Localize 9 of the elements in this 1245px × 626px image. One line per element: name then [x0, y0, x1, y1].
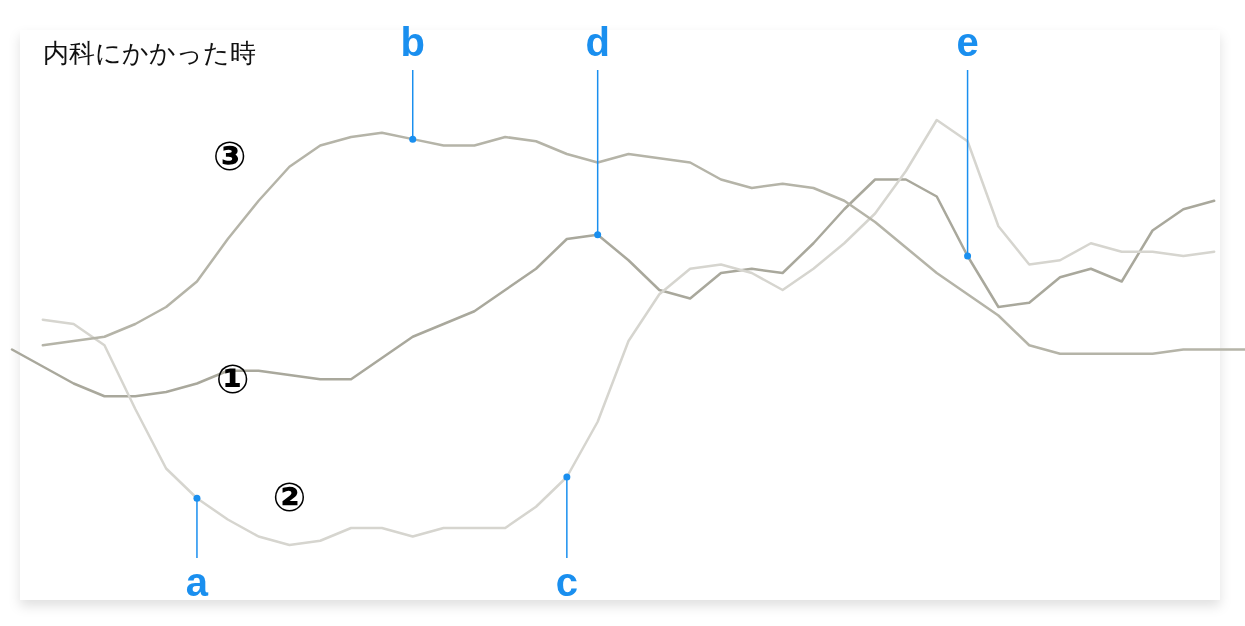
- annotation: d: [585, 19, 610, 64]
- annotation: b: [400, 19, 425, 64]
- series-label: ①: [215, 357, 250, 402]
- annotation: c: [555, 559, 578, 604]
- annotation: a: [185, 559, 209, 604]
- series-label: ③: [212, 133, 247, 178]
- chart-title: 内科にかかった時: [43, 37, 256, 68]
- series-label: ②: [272, 474, 307, 519]
- annotation: e: [956, 19, 979, 64]
